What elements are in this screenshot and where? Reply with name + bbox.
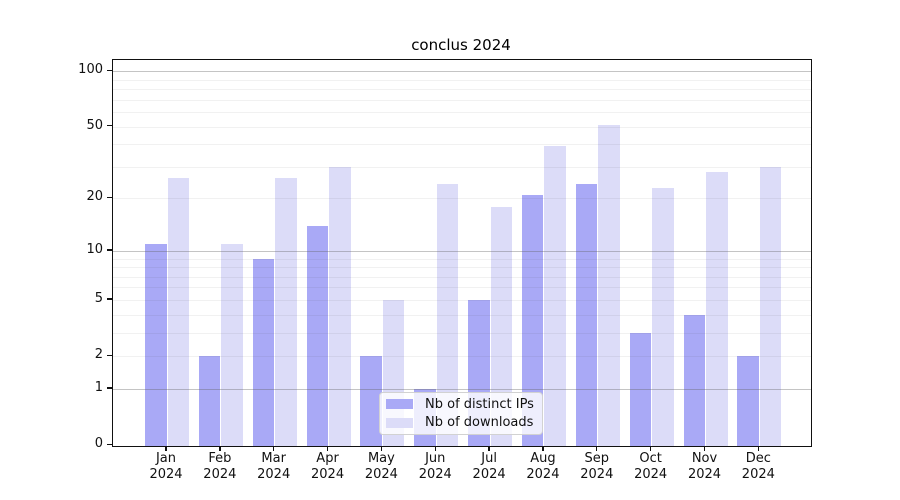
- minor-gridline: [113, 299, 811, 301]
- bar-downloads: [652, 187, 674, 446]
- x-axis-tick-label: Mar 2024: [257, 451, 291, 482]
- bar-distinct-ips: [306, 225, 329, 446]
- x-tick-mark: [380, 446, 383, 452]
- bar-downloads: [759, 166, 782, 446]
- x-tick-mark: [596, 446, 598, 452]
- legend-label: Nb of downloads: [425, 415, 534, 431]
- legend-item: Nb of distinct IPs: [380, 396, 542, 413]
- bar-downloads: [490, 206, 513, 446]
- bar-distinct-ips: [145, 243, 167, 446]
- y-axis-tick-label: 0: [94, 436, 103, 451]
- x-axis-tick-label: Apr 2024: [311, 451, 345, 482]
- x-tick-mark: [273, 446, 275, 452]
- x-axis-tick-label: Nov 2024: [687, 451, 722, 482]
- bar-downloads: [544, 146, 566, 446]
- bar-distinct-ips: [575, 184, 598, 446]
- minor-gridline: [113, 287, 811, 289]
- minor-gridline: [113, 267, 811, 269]
- y-tick-mark: [107, 69, 112, 72]
- bar-downloads: [329, 166, 351, 446]
- bar-downloads: [598, 124, 620, 446]
- y-axis-tick-label: 10: [86, 241, 103, 257]
- y-tick-mark: [107, 354, 112, 356]
- x-tick-mark: [542, 446, 544, 452]
- minor-gridline: [113, 166, 811, 168]
- minor-gridline: [113, 276, 811, 278]
- x-axis-tick-label: Aug 2024: [526, 451, 560, 482]
- minor-gridline: [113, 126, 811, 128]
- x-tick-mark: [165, 446, 167, 452]
- bar-distinct-ips: [198, 356, 221, 446]
- x-tick-mark: [434, 446, 436, 452]
- y-tick-mark: [107, 249, 112, 251]
- x-tick-mark: [757, 446, 760, 452]
- major-gridline: [113, 250, 811, 252]
- minor-gridline: [113, 332, 811, 334]
- bar-distinct-ips: [252, 258, 275, 446]
- bar-downloads: [275, 178, 297, 446]
- y-tick-mark: [107, 387, 112, 389]
- minor-gridline: [113, 99, 811, 101]
- x-tick-mark: [703, 446, 706, 452]
- bar-downloads: [221, 243, 243, 446]
- bar-downloads: [436, 184, 459, 446]
- y-axis-tick-label: 2: [94, 347, 103, 363]
- major-gridline: [113, 71, 811, 73]
- legend-label: Nb of distinct IPs: [425, 396, 534, 412]
- y-axis-tick-label: 20: [86, 189, 103, 205]
- minor-gridline: [113, 79, 811, 81]
- bar-distinct-ips: [521, 194, 544, 446]
- bar-distinct-ips: [683, 314, 705, 446]
- minor-gridline: [113, 198, 811, 200]
- x-tick-mark: [488, 446, 490, 452]
- y-axis-tick-label: 1: [94, 379, 103, 395]
- y-tick-mark: [107, 443, 112, 445]
- minor-gridline: [113, 112, 811, 114]
- y-tick-mark: [107, 196, 112, 199]
- x-tick-mark: [219, 446, 221, 452]
- plot-area: [112, 59, 812, 447]
- major-gridline: [113, 388, 811, 390]
- bar-distinct-ips: [360, 356, 382, 446]
- y-tick-mark: [107, 125, 112, 127]
- bar-distinct-ips: [737, 356, 759, 446]
- legend-swatch-downloads: [386, 417, 413, 428]
- minor-gridline: [113, 144, 811, 146]
- legend: Nb of distinct IPs Nb of downloads: [379, 392, 543, 435]
- y-axis-tick-label: 50: [86, 117, 103, 133]
- y-axis-tick-label: 5: [94, 290, 103, 306]
- legend-swatch-distinct-ips: [386, 399, 413, 410]
- x-axis-tick-label: Jan 2024: [149, 451, 183, 482]
- x-axis-tick-label: Jun 2024: [418, 451, 452, 482]
- x-axis-tick-label: May 2024: [364, 451, 398, 482]
- x-axis-tick-label: Dec 2024: [741, 451, 775, 482]
- bar-downloads: [167, 178, 189, 446]
- x-tick-mark: [649, 446, 652, 452]
- chart-title: conclus 2024: [411, 36, 511, 54]
- bar-downloads: [706, 172, 728, 446]
- x-axis-tick-label: Jul 2024: [472, 451, 506, 482]
- minor-gridline: [113, 314, 811, 316]
- legend-item: Nb of downloads: [380, 415, 542, 432]
- minor-gridline: [113, 356, 811, 358]
- bar-distinct-ips: [629, 332, 652, 446]
- y-axis-tick-label: 100: [78, 62, 103, 78]
- y-tick-mark: [107, 298, 112, 300]
- x-axis-tick-label: Feb 2024: [203, 451, 237, 482]
- minor-gridline: [113, 89, 811, 91]
- minor-gridline: [113, 258, 811, 260]
- x-tick-mark: [326, 446, 329, 452]
- x-axis-tick-label: Sep 2024: [580, 451, 614, 482]
- x-axis-tick-label: Oct 2024: [634, 451, 668, 482]
